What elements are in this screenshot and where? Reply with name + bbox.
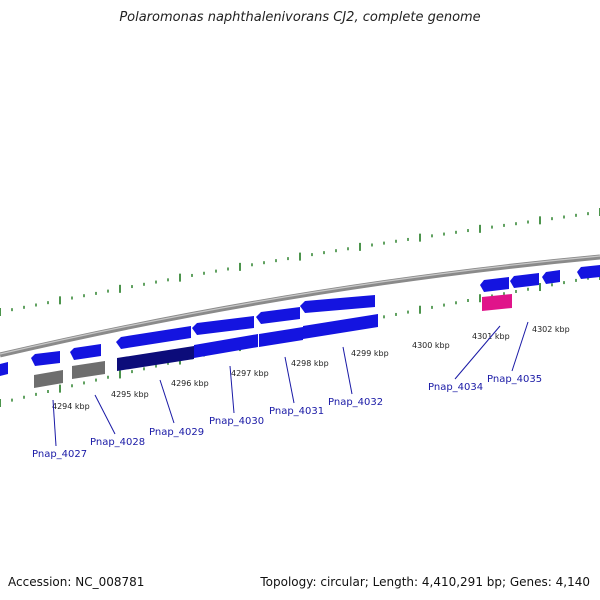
gene-box-pink[interactable] [482,294,512,311]
gene-arrow[interactable] [256,307,300,324]
topology-label: Topology: circular; Length: 4,410,291 bp… [260,575,590,589]
kbp-label: 4299 kbp [351,349,389,358]
gene-arrow[interactable] [0,362,8,376]
gene-arrow[interactable] [70,344,101,360]
gene-arrow[interactable] [192,316,254,335]
gene-label-pnap-4030[interactable]: Pnap_4030 [209,416,264,427]
map-title: Polaromonas naphthalenivorans CJ2, compl… [119,10,481,25]
genome-backbone [0,254,600,358]
kbp-label: 4302 kbp [532,325,570,334]
gene-label-pnap-4029[interactable]: Pnap_4029 [149,427,204,438]
gene-box-grey[interactable] [34,370,63,388]
kbp-label: 4296 kbp [171,379,209,388]
gene-label-pnap-4034[interactable]: Pnap_4034 [428,382,483,393]
gene-arrow[interactable] [31,351,60,366]
kbp-label: 4298 kbp [291,359,329,368]
gene-label-pnap-4035[interactable]: Pnap_4035 [487,374,542,385]
gene-leader-lines [52,321,529,447]
gene-arrow[interactable] [542,270,560,284]
gene-label-pnap-4032[interactable]: Pnap_4032 [328,397,383,408]
gene-arrow[interactable] [510,273,539,288]
gene-arrow[interactable] [577,265,600,279]
gene-label-pnap-4028[interactable]: Pnap_4028 [90,437,145,448]
gene-label-pnap-4027[interactable]: Pnap_4027 [32,449,87,460]
gene-arrow-pnap-4029-top[interactable] [116,326,191,349]
upper-tick-row [0,208,600,316]
gene-label-pnap-4031[interactable]: Pnap_4031 [269,406,324,417]
accession-label: Accession: NC_008781 [8,575,145,589]
kbp-label: 4300 kbp [412,341,450,350]
gene-labels: Pnap_4027 Pnap_4028 Pnap_4029 Pnap_4030 … [32,374,542,460]
gene-arrow[interactable] [480,277,509,292]
gene-box[interactable] [194,334,258,358]
gene-box-grey[interactable] [72,361,105,379]
kbp-label: 4294 kbp [52,402,90,411]
gene-arrow[interactable] [300,295,375,313]
kbp-label: 4295 kbp [111,390,149,399]
gene-box-selected[interactable] [117,346,194,371]
kbp-label: 4297 kbp [231,369,269,378]
gene-box[interactable] [259,327,303,347]
gene-box[interactable] [303,314,378,339]
gene-track[interactable] [0,265,600,388]
